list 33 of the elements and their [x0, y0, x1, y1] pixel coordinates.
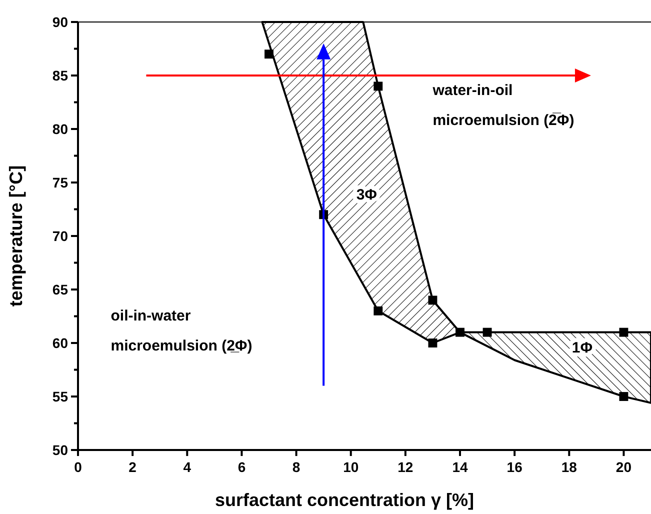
y-tick-label: 55: [52, 388, 68, 404]
annotation: oil-in-water microemulsion (2̲Φ): [110, 308, 252, 355]
x-tick-label: 8: [292, 459, 300, 475]
point: [619, 328, 628, 337]
y-tick-label: 80: [52, 120, 68, 137]
point: [482, 328, 492, 337]
annotation: water-in-oil microemulsion (2̅Φ): [432, 82, 574, 129]
y-tick-label: 60: [52, 334, 68, 351]
x-tick-label: 16: [506, 459, 523, 475]
point: [428, 338, 438, 348]
point: [374, 306, 383, 316]
x-tick-label: 20: [616, 459, 632, 475]
x-tick-label: 0: [74, 459, 82, 475]
x-tick-label: 12: [398, 459, 414, 475]
y-tick-label: 70: [52, 228, 68, 244]
x-tick-label: 14: [452, 459, 468, 475]
x-tick-label: 6: [238, 459, 246, 475]
point: [456, 328, 464, 337]
x-tick-label: 2: [128, 459, 137, 475]
y-tick-label: 85: [52, 67, 68, 84]
y-tick-label: 65: [52, 281, 68, 298]
y-tick-label: 50: [52, 442, 68, 458]
point: [374, 82, 383, 91]
x-tick-label: 10: [343, 459, 359, 475]
point: [264, 50, 274, 59]
point: [428, 296, 438, 305]
x-tick-label: 4: [183, 459, 192, 475]
x-tick-label: 18: [561, 459, 578, 475]
point: [619, 392, 628, 401]
y-tick-label: 90: [52, 14, 68, 30]
y-tick-label: 75: [52, 174, 68, 190]
x-axis-title: surfactant concentration γ [%]: [214, 490, 474, 510]
y-axis-title: temperature [°C]: [6, 165, 26, 307]
